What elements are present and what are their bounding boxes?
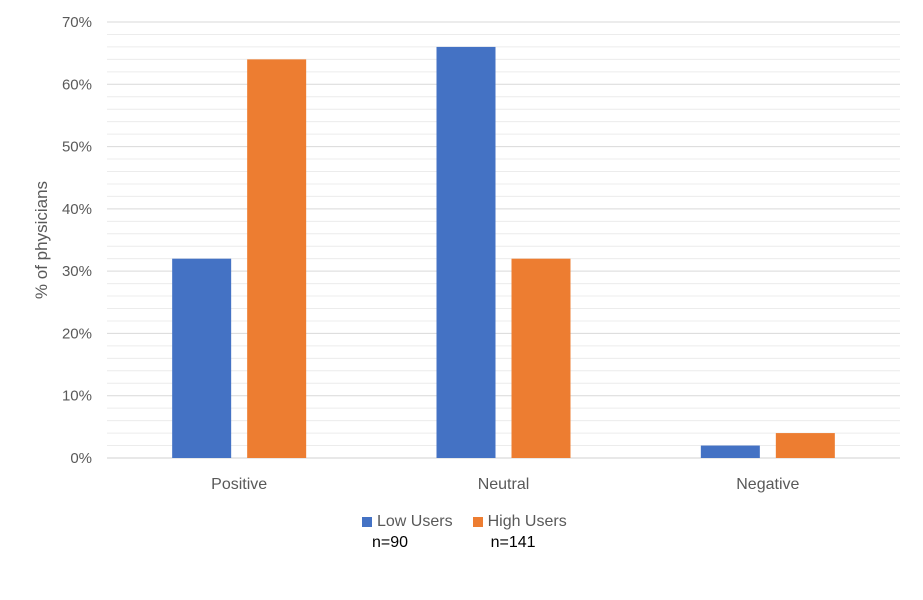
legend-label-low-users: Low Users (377, 513, 453, 530)
x-category-label: Positive (211, 476, 267, 493)
bar-low-users-neutral (436, 46, 496, 459)
bars (172, 46, 835, 459)
y-tick-label: 50% (62, 139, 92, 156)
y-tick-label: 30% (62, 263, 92, 280)
y-axis-ticks: 0% 10% 20% 30% 40% 50% 60% 70% (62, 14, 92, 467)
legend-label-high-users: High Users (487, 513, 567, 530)
y-tick-label: 10% (62, 388, 92, 405)
y-tick-label: 70% (62, 14, 92, 31)
bar-high-users-positive (247, 59, 307, 458)
bar-high-users-negative (775, 433, 835, 458)
legend-swatch-low-users (362, 517, 372, 527)
y-tick-label: 60% (62, 76, 92, 93)
x-category-label: Negative (736, 476, 799, 493)
legend-note-low-users: n=90 (372, 534, 409, 551)
legend-item-high-users: High Users n=141 (472, 512, 567, 554)
x-category-label: Neutral (478, 476, 530, 493)
y-tick-label: 40% (62, 201, 92, 218)
y-tick-label: 20% (62, 325, 92, 342)
legend-note-high-users: n=141 (490, 534, 536, 551)
x-axis-labels: Positive Neutral Negative (211, 476, 799, 493)
gridlines (107, 21, 900, 459)
y-tick-label: 0% (70, 450, 92, 467)
legend: Low Users n=90 High Users n=141 (362, 512, 567, 554)
bar-high-users-neutral (511, 258, 571, 458)
legend-swatch-high-users (472, 517, 483, 527)
bar-low-users-negative (700, 445, 760, 458)
y-axis-title: % of physicians (32, 181, 51, 299)
legend-item-low-users: Low Users n=90 (362, 512, 453, 554)
bar-low-users-positive (172, 258, 232, 458)
